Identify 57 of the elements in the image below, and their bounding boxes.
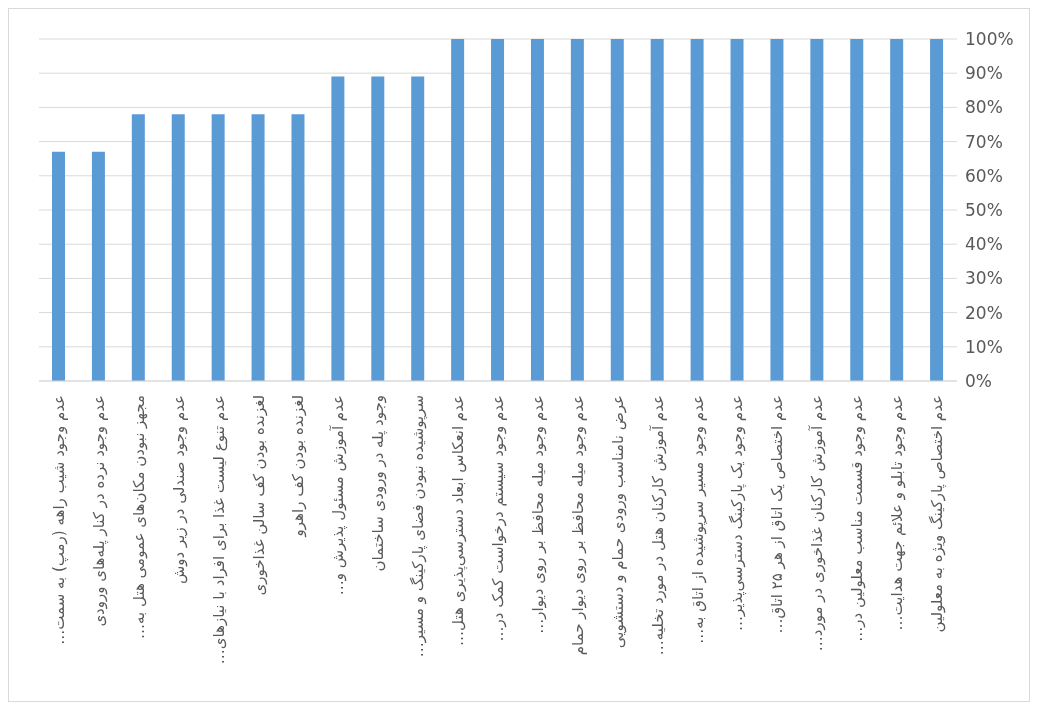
x-tick-label: عدم تنوع لیست غذا برای افراد با نیازهای… xyxy=(209,395,228,665)
bar xyxy=(331,76,345,381)
x-tick-label: وجود پله در ورودی ساختمان xyxy=(369,395,389,572)
x-tick-label: سرپوشیده نبودن فضای پارکینگ و مسیر… xyxy=(409,395,429,658)
bar xyxy=(291,114,305,381)
x-tick-label: عدم آموزش کارکنان هتل در مورد تخلیه… xyxy=(648,395,667,656)
bar xyxy=(650,39,664,381)
bar xyxy=(91,151,105,381)
bar xyxy=(610,39,624,381)
bar xyxy=(52,151,65,381)
x-tick-label: لغزنده بودن کف سالن غذاخوری xyxy=(249,395,268,596)
x-tick-label: لغزنده بودن کف راهرو xyxy=(289,395,308,538)
y-tick-label: 60% xyxy=(965,165,1003,186)
bar xyxy=(730,39,744,381)
y-tick-label: 50% xyxy=(965,200,1003,221)
bar xyxy=(411,76,425,381)
x-tick-label: عرض نامناسب ورودی حمام و دستشویی xyxy=(608,395,627,649)
x-tick-label: عدم آموزش کارکنان غذاخوری در مورد… xyxy=(808,395,827,652)
x-tick-label: عدم وجود تابلو و علائم جهت هدایت… xyxy=(888,395,907,631)
bar xyxy=(371,76,385,381)
y-tick-label: 30% xyxy=(965,268,1003,289)
x-tick-label: عدم وجود میله محافظ بر روی دیوار حمام xyxy=(568,395,587,656)
x-tick-label: عدم وجود شیب راهه (رمپ) به سمت… xyxy=(49,395,69,645)
bar xyxy=(491,39,505,381)
y-tick-label: 0% xyxy=(965,371,992,392)
x-tick-label: عدم وجود سیستم درخواست کمک در… xyxy=(489,395,507,642)
bar xyxy=(131,114,145,381)
y-tick-label: 40% xyxy=(965,234,1003,255)
x-tick-label: مجهز نبودن مکان‌های عمومی هتل به… xyxy=(129,395,148,639)
bar xyxy=(690,39,704,381)
bar xyxy=(251,114,265,381)
bar xyxy=(530,39,544,381)
bar xyxy=(451,39,465,381)
x-tick-label: عدم آموزش مسئول پذیرش و… xyxy=(329,395,349,596)
x-tick-label: عدم وجود نرده در کنار پله‌های ورودی xyxy=(89,395,109,627)
x-tick-label: عدم وجود میله محافظ بر روی دیوار… xyxy=(528,395,547,634)
bar xyxy=(570,39,584,381)
y-tick-label: 10% xyxy=(965,336,1003,357)
bar xyxy=(171,114,185,381)
x-tick-label: عدم وجود مسیر سرپوشیده از اتاق به… xyxy=(688,395,708,644)
bar xyxy=(770,39,784,381)
x-tick-label: عدم اختصاص پارکینگ ویژه به معلولین xyxy=(928,395,948,633)
y-tick-label: 100% xyxy=(965,29,1014,50)
y-tick-label: 70% xyxy=(965,131,1003,152)
y-tick-label: 80% xyxy=(965,97,1003,118)
bar xyxy=(890,39,904,381)
x-tick-label: عدم اختصاص یک اتاق از هر ۲۵ اتاق… xyxy=(768,395,787,634)
x-tick-label: عدم انعکاس ابعاد دسترسی‌پذیری هتل… xyxy=(449,395,469,646)
x-tick-label: عدم وجود صندلی در زیر دوش xyxy=(169,395,188,584)
x-tick-label: عدم وجود یک پارکینگ دسترسی‌پذیر… xyxy=(728,395,748,631)
bar xyxy=(810,39,824,381)
bar xyxy=(211,114,225,381)
bar xyxy=(850,39,864,381)
y-tick-label: 90% xyxy=(965,63,1003,84)
bar xyxy=(930,39,944,381)
y-tick-label: 20% xyxy=(965,302,1003,323)
x-tick-label: عدم وجود قسمت مناسب معلولین در… xyxy=(848,395,867,642)
